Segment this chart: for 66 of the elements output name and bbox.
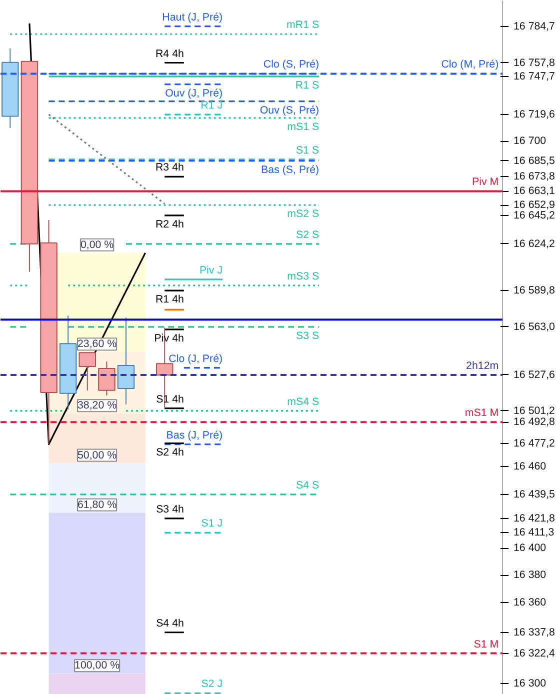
y-tick-label: 16 747,7 [514, 70, 556, 82]
y-tick-label: 16 439,5 [514, 488, 556, 500]
y-tick-label: 16 624,2 [514, 238, 556, 250]
y-tick-label: 16 460 [514, 460, 546, 473]
series-label: Piv J [199, 264, 223, 276]
series-label: Clo (J, Pré) [168, 352, 223, 365]
y-tick-label: 16 492,8 [514, 416, 556, 428]
series-label: Ouv (J, Pré) [165, 87, 223, 100]
y-tick-label: 16 589,8 [514, 284, 556, 297]
y-tick-label: 16 322,4 [514, 647, 556, 660]
band-label: 100,00 % [74, 660, 120, 672]
series-label: S1 S [296, 144, 320, 156]
series-label: R1 S [295, 79, 320, 92]
y-tick-label: 16 673,8 [514, 170, 556, 183]
y-tick-label: 16 527,6 [514, 368, 556, 381]
band-label: 50,00 % [77, 449, 118, 462]
series-label: S2 4h [156, 446, 184, 458]
series-label: R4 4h [155, 48, 184, 60]
series-label: S2 J [201, 678, 223, 690]
ref-line-label: mS1 M [464, 407, 499, 420]
y-tick-label: 16 300 [514, 678, 546, 690]
y-tick-label: 16 400 [514, 542, 546, 554]
y-tick-label: 16 784,7 [514, 20, 556, 32]
series-label: R1 4h [155, 294, 184, 306]
series-label: S4 S [296, 479, 320, 492]
series-label: mS4 S [287, 396, 320, 408]
series-label: R2 4h [155, 218, 184, 230]
series-label: S4 4h [156, 617, 184, 630]
y-tick-label: 16 337,8 [514, 626, 556, 638]
y-tick-label: 16 663,1 [514, 185, 556, 198]
y-tick-label: 16 652,9 [514, 199, 556, 212]
y-tick-label: 16 700 [514, 135, 546, 148]
series-label: R3 4h [155, 162, 184, 174]
ref-line-label: Piv M [472, 176, 499, 188]
ref-line-label: Clo (M, Pré) [441, 58, 499, 71]
series-label: Bas (S, Pré) [261, 164, 320, 176]
y-tick-label: 16 411,3 [514, 526, 554, 539]
y-tick-label: 16 380 [514, 569, 546, 582]
series-label: S3 4h [156, 503, 184, 516]
series-label: mR1 S [286, 19, 320, 32]
band-label: 23,60 % [77, 338, 118, 350]
series-label: S1 J [201, 518, 223, 530]
y-tick-label: 16 563,0 [514, 320, 556, 333]
series-label: Clo (S, Pré) [263, 58, 320, 71]
series-label: S3 S [296, 330, 320, 342]
y-tick-label: 16 477,2 [514, 437, 556, 450]
series-label: mS1 S [287, 120, 320, 133]
band-label: 38,20 % [77, 400, 118, 412]
band-label: 0,00 % [80, 238, 114, 251]
series-label: Ouv (S, Pré) [260, 104, 320, 116]
series-label: mS3 S [287, 270, 320, 282]
series-label: R1 J [200, 100, 223, 112]
band-label: 61,80 % [77, 498, 118, 511]
y-tick-label: 16 757,8 [514, 56, 556, 69]
y-tick-label: 16 719,6 [514, 108, 556, 121]
ref-line-label: S1 M [474, 638, 499, 650]
series-label: mS2 S [287, 208, 320, 220]
ref-line-label: 2h12m [466, 360, 499, 372]
y-tick-label: 16 421,8 [514, 512, 556, 524]
y-tick-label: 16 501,2 [514, 404, 556, 417]
y-tick-label: 16 685,5 [514, 154, 556, 167]
series-label: S2 S [296, 228, 320, 241]
y-tick-label: 16 360 [514, 596, 546, 608]
series-label: Bas (J, Pré) [166, 429, 223, 442]
series-label: Haut (J, Pré) [162, 11, 223, 24]
y-tick-label: 16 645,2 [514, 209, 556, 222]
